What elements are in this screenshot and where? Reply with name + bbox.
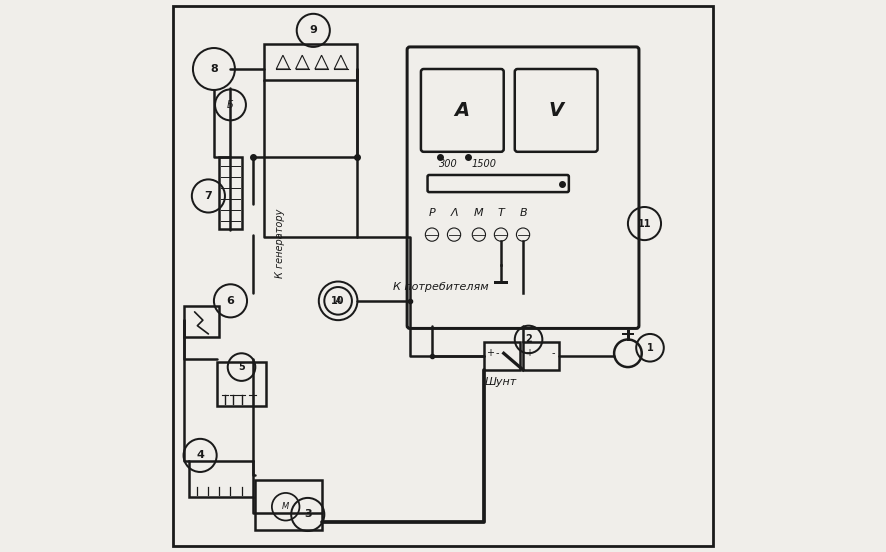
Text: M: M [282,502,290,511]
Text: К потребителям: К потребителям [393,282,489,292]
Text: 7: 7 [205,191,213,201]
Text: 3: 3 [304,509,312,519]
Text: 8: 8 [210,64,218,74]
Text: 4: 4 [196,450,204,460]
Text: 10: 10 [331,296,345,306]
FancyBboxPatch shape [173,6,713,546]
Text: 1: 1 [647,343,653,353]
Text: M: M [474,208,484,217]
Text: V: V [548,101,563,120]
Text: Шунт: Шунт [485,377,517,387]
Text: 300: 300 [439,159,458,169]
Text: 9: 9 [309,25,317,35]
Text: 2: 2 [525,335,532,344]
Text: T: T [498,208,504,217]
Text: B: B [519,208,527,217]
Text: 11: 11 [638,219,651,229]
Text: Б: Б [227,100,234,110]
Text: 6: 6 [227,296,235,306]
Text: 5: 5 [238,362,245,372]
Text: -: - [552,348,556,358]
Text: P: P [429,208,435,217]
Text: +: + [525,348,532,358]
Text: A: A [335,296,341,306]
Text: +: + [486,348,494,358]
Text: A: A [455,101,470,120]
Text: 1500: 1500 [472,159,497,169]
Text: К генератору: К генератору [276,208,285,278]
Text: Λ: Λ [450,208,458,217]
Text: -: - [495,348,499,358]
